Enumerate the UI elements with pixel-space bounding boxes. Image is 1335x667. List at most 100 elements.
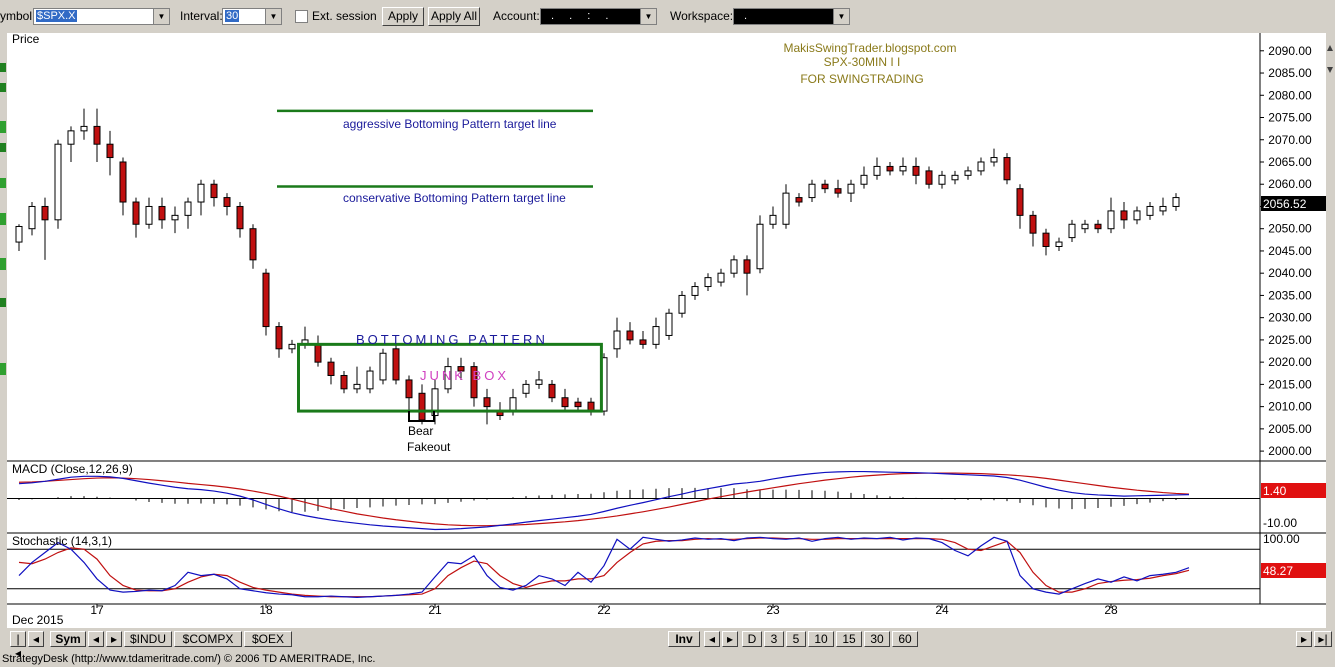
interval-label: Interval:: [180, 9, 223, 23]
chevron-down-icon[interactable]: ▼: [153, 9, 169, 24]
tool-icon[interactable]: [0, 178, 6, 188]
inv-prev-button[interactable]: ◂: [704, 631, 720, 647]
tool-icon[interactable]: [0, 213, 6, 225]
inv-next-button[interactable]: ▸: [722, 631, 738, 647]
interval-combo[interactable]: 30 ▼: [222, 8, 282, 25]
tab-indu[interactable]: $INDU: [124, 631, 172, 647]
candle-up: [1081, 223, 1089, 230]
chevron-down-icon[interactable]: ▼: [640, 9, 656, 24]
candle-down: [639, 339, 647, 345]
tool-icon[interactable]: [0, 121, 6, 133]
candle-up: [977, 161, 985, 172]
date-tick-label: 18: [259, 603, 273, 617]
macd-signal-line: [18, 472, 1190, 527]
interval-input[interactable]: 30: [225, 10, 240, 22]
last-page-button[interactable]: ▸|: [1314, 631, 1332, 647]
tool-icon[interactable]: [0, 143, 6, 152]
candle-down: [743, 259, 751, 274]
candle-down: [158, 205, 166, 221]
right-scroll-strip[interactable]: [1326, 33, 1335, 628]
date-tick-label: 17: [90, 603, 104, 617]
interval-60-button[interactable]: 60: [892, 631, 918, 647]
bottom-bar: |◂ ◂ Sym ◂ ▸ $INDU $COMPX $OEX Inv ◂ ▸ D…: [0, 628, 1335, 660]
fakeout-bracket: [408, 411, 435, 422]
tool-icon[interactable]: [0, 63, 6, 72]
sym-button[interactable]: Sym: [50, 631, 86, 647]
chevron-down-icon[interactable]: ▼: [265, 9, 281, 24]
price-tick-label: 2000.00: [1268, 444, 1312, 458]
stoch-k-line: [18, 536, 1190, 598]
candle-down: [223, 197, 231, 207]
interval-15-button[interactable]: 15: [836, 631, 862, 647]
candle-up: [691, 286, 699, 296]
candle-up: [847, 183, 855, 194]
symbol-combo[interactable]: $SPX.X ▼: [33, 8, 170, 25]
next-page-button[interactable]: ▸: [1296, 631, 1312, 647]
candle-down: [119, 161, 127, 203]
candle-up: [769, 214, 777, 225]
candle-up: [522, 383, 530, 394]
workspace-combo[interactable]: . ▼: [733, 8, 850, 25]
first-page-button[interactable]: |◂: [10, 631, 26, 660]
candle-up: [366, 370, 374, 390]
interval-30-button[interactable]: 30: [864, 631, 890, 647]
macd-pane[interactable]: [7, 470, 1260, 531]
candle-up: [15, 225, 23, 243]
price-pane[interactable]: [15, 108, 1180, 425]
conservative-target-label: conservative Bottoming Pattern target li…: [343, 191, 566, 205]
candle-down: [834, 188, 842, 194]
candle-up: [509, 397, 517, 412]
ext-session-checkbox[interactable]: [295, 10, 308, 23]
tool-icon[interactable]: [0, 363, 6, 375]
candle-down: [1003, 157, 1011, 181]
candle-up: [990, 157, 998, 163]
sym-prev-button[interactable]: ◂: [88, 631, 104, 647]
candle-down: [1016, 188, 1024, 216]
candle-up: [379, 352, 387, 381]
date-label: Dec 2015: [12, 613, 64, 627]
apply-button[interactable]: Apply: [382, 7, 424, 26]
tab-compx[interactable]: $COMPX: [174, 631, 242, 647]
candle-down: [912, 165, 920, 176]
aggressive-target-label: aggressive Bottoming Pattern target line: [343, 117, 557, 131]
junk-box-label: JUNK BOX: [420, 368, 509, 383]
candle-down: [626, 330, 634, 341]
candle-down: [210, 183, 218, 199]
chevron-down-icon[interactable]: ▼: [833, 9, 849, 24]
macd-value-badge: [1261, 483, 1326, 498]
interval-3-button[interactable]: 3: [764, 631, 784, 647]
prev-page-button[interactable]: ◂: [28, 631, 44, 647]
inv-button[interactable]: Inv: [668, 631, 700, 647]
account-value: . . : .: [551, 10, 615, 22]
candle-up: [613, 330, 621, 350]
candle-down: [483, 397, 491, 408]
candle-up: [730, 259, 738, 274]
interval-5-button[interactable]: 5: [786, 631, 806, 647]
scroll-up-icon[interactable]: [1327, 45, 1333, 51]
tool-icon[interactable]: [0, 298, 6, 307]
candle-up: [535, 379, 543, 385]
tab-oex[interactable]: $OEX: [244, 631, 292, 647]
candle-up: [1055, 241, 1063, 247]
candle-up: [1068, 223, 1076, 239]
blog-title: MakisSwingTrader.blogspot.com: [784, 41, 957, 55]
ext-session-label: Ext. session: [312, 9, 377, 23]
stoch-pane[interactable]: [7, 536, 1260, 598]
candle-down: [821, 183, 829, 190]
price-tick-label: 2080.00: [1268, 88, 1312, 102]
apply-all-button[interactable]: Apply All: [428, 7, 480, 26]
tool-icon[interactable]: [0, 258, 6, 270]
candle-up: [145, 205, 153, 225]
scroll-down-icon[interactable]: [1327, 67, 1333, 73]
symbol-input[interactable]: $SPX.X: [36, 10, 77, 22]
account-combo[interactable]: . . : . ▼: [540, 8, 657, 25]
sym-next-button[interactable]: ▸: [106, 631, 122, 647]
interval-10-button[interactable]: 10: [808, 631, 834, 647]
bottoming-box: [297, 342, 603, 413]
candle-up: [899, 165, 907, 172]
date-tick-label: 21: [428, 603, 442, 617]
interval-d-button[interactable]: D: [742, 631, 762, 647]
tool-icon[interactable]: [0, 83, 6, 92]
candle-down: [548, 383, 556, 399]
